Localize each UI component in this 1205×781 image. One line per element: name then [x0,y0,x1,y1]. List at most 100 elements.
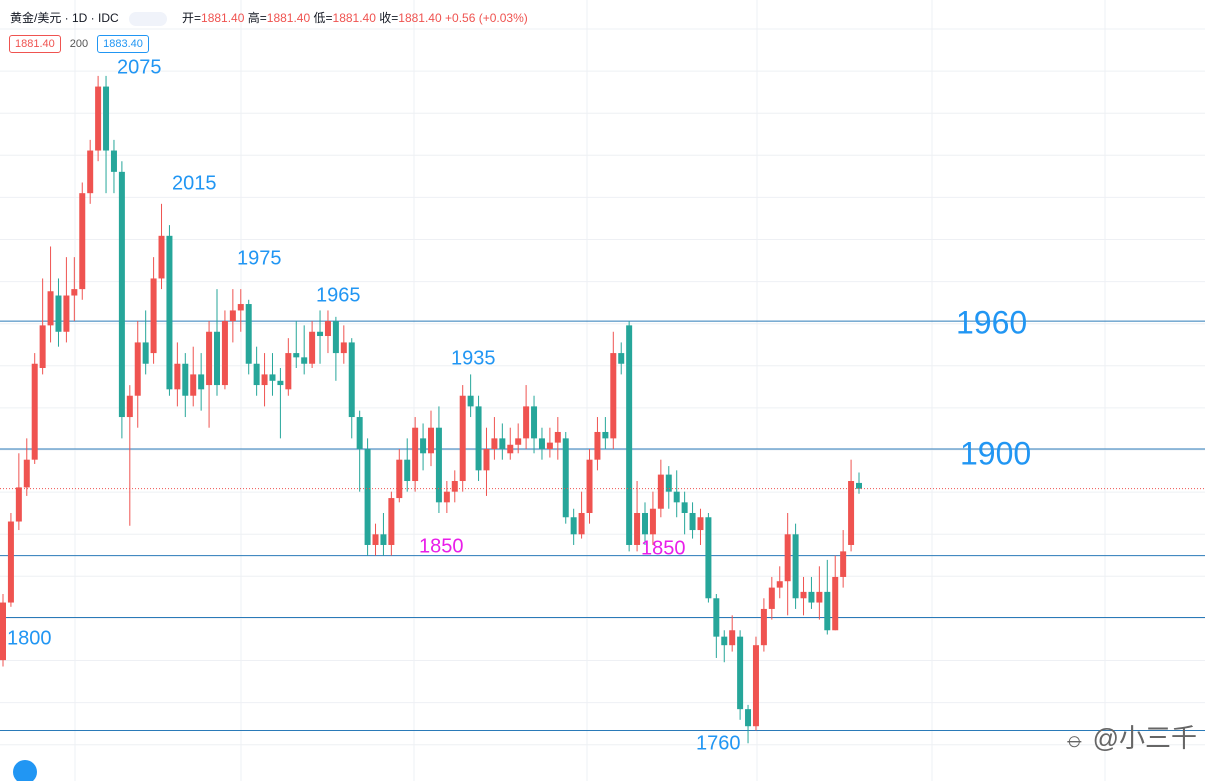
annotation: 1760 [696,732,741,754]
candle-body [768,587,775,609]
candle-body [174,363,181,390]
candle-body [618,353,625,364]
candle-body [142,342,149,364]
candle-body [816,591,823,603]
candle-body [673,491,680,503]
candle-body [0,602,6,661]
annotation: 1900 [960,435,1031,471]
watermark: ⦵ @小三千 [1063,723,1197,753]
candle-body [7,521,14,603]
candle-body [459,395,466,482]
candle-body [523,406,530,439]
candle-body [166,235,173,390]
toggle[interactable] [128,11,167,26]
candle-body [475,406,482,471]
candle-body [87,150,94,194]
candle-body [689,512,696,531]
candle-body [483,449,490,471]
candle-body [420,438,427,454]
symbol: 黄金/美元 · 1D · IDC [10,11,119,25]
candle-body [388,498,395,545]
candle-body [792,534,799,599]
candle-body [832,576,839,631]
candle-body [713,598,720,637]
candle-body [324,321,331,337]
watermark-text: @小三千 [1092,723,1197,753]
candle-body [594,431,601,460]
price-box: 1881.40 [9,35,61,53]
candle-body [158,235,165,279]
candle-body [602,431,609,439]
candle-body [681,502,688,513]
candle-body [562,438,569,518]
candle-body [285,353,292,390]
candle-body [103,86,110,151]
candle-body [586,459,593,513]
indicator-boxes: 1881.40 200 1883.40 [9,35,153,53]
annotation: 1965 [316,284,361,306]
annotation: 2015 [172,172,217,194]
candle-body [356,417,363,450]
candle-body [110,150,117,172]
candle-body [538,438,545,450]
legend-header: 黄金/美元 · 1D · IDC 开=1881.40 高=1881.40 低=1… [10,9,528,26]
ohlc-value: 1881.40 [332,11,376,25]
candle-body [198,374,205,390]
annotation: 1800 [7,627,52,649]
candle-body [428,427,434,454]
change: +0.56 [445,11,476,25]
candle-body [657,474,664,509]
annotation: 2075 [117,56,162,78]
ohlc-value: 1881.40 [266,11,311,25]
candle-body [491,438,498,450]
candle-body [435,427,442,503]
candle-body [396,459,403,499]
length-box: 200 [69,38,89,50]
ohlc-value: 1881.40 [201,11,245,25]
candle-body [840,551,847,577]
candle-body [776,581,783,588]
candle-body [206,331,213,386]
ohlc-label: 低= [313,11,333,25]
candle-body [380,534,387,545]
candle-body [404,459,411,482]
annotation: 1935 [451,347,496,369]
candle-body [372,534,379,545]
candle-body [467,395,474,407]
candle-body [150,278,157,354]
candle-body [752,645,759,727]
candle-body [309,331,316,364]
annotation: 1850 [419,535,464,557]
candle-body [95,86,102,151]
candle-body [784,534,791,582]
candle-body [277,380,284,386]
candle-body [15,487,22,522]
candle-body [118,171,125,418]
candle-body [269,374,276,381]
ohlc-value: 1881.40 [398,11,442,25]
candle-body [412,427,419,482]
annotation: 1960 [956,304,1027,340]
candle-body [705,517,712,599]
candle-body [499,438,506,450]
candle-body [214,331,220,386]
candle-body [800,591,807,599]
candle-body [190,374,197,396]
candle-body [634,512,641,545]
candle-body [134,342,141,396]
candle-body [340,342,347,354]
candle-body [515,438,522,445]
candle-body [71,289,78,296]
candle-body [721,636,728,646]
candle-body [301,357,308,364]
candle-body [760,608,767,646]
candle-body [293,353,300,358]
logo [13,760,37,781]
annotation: 1975 [237,247,282,269]
candle-body [554,431,561,443]
candle-body [63,295,70,332]
candle-body [737,636,744,710]
candle-body [237,304,244,311]
